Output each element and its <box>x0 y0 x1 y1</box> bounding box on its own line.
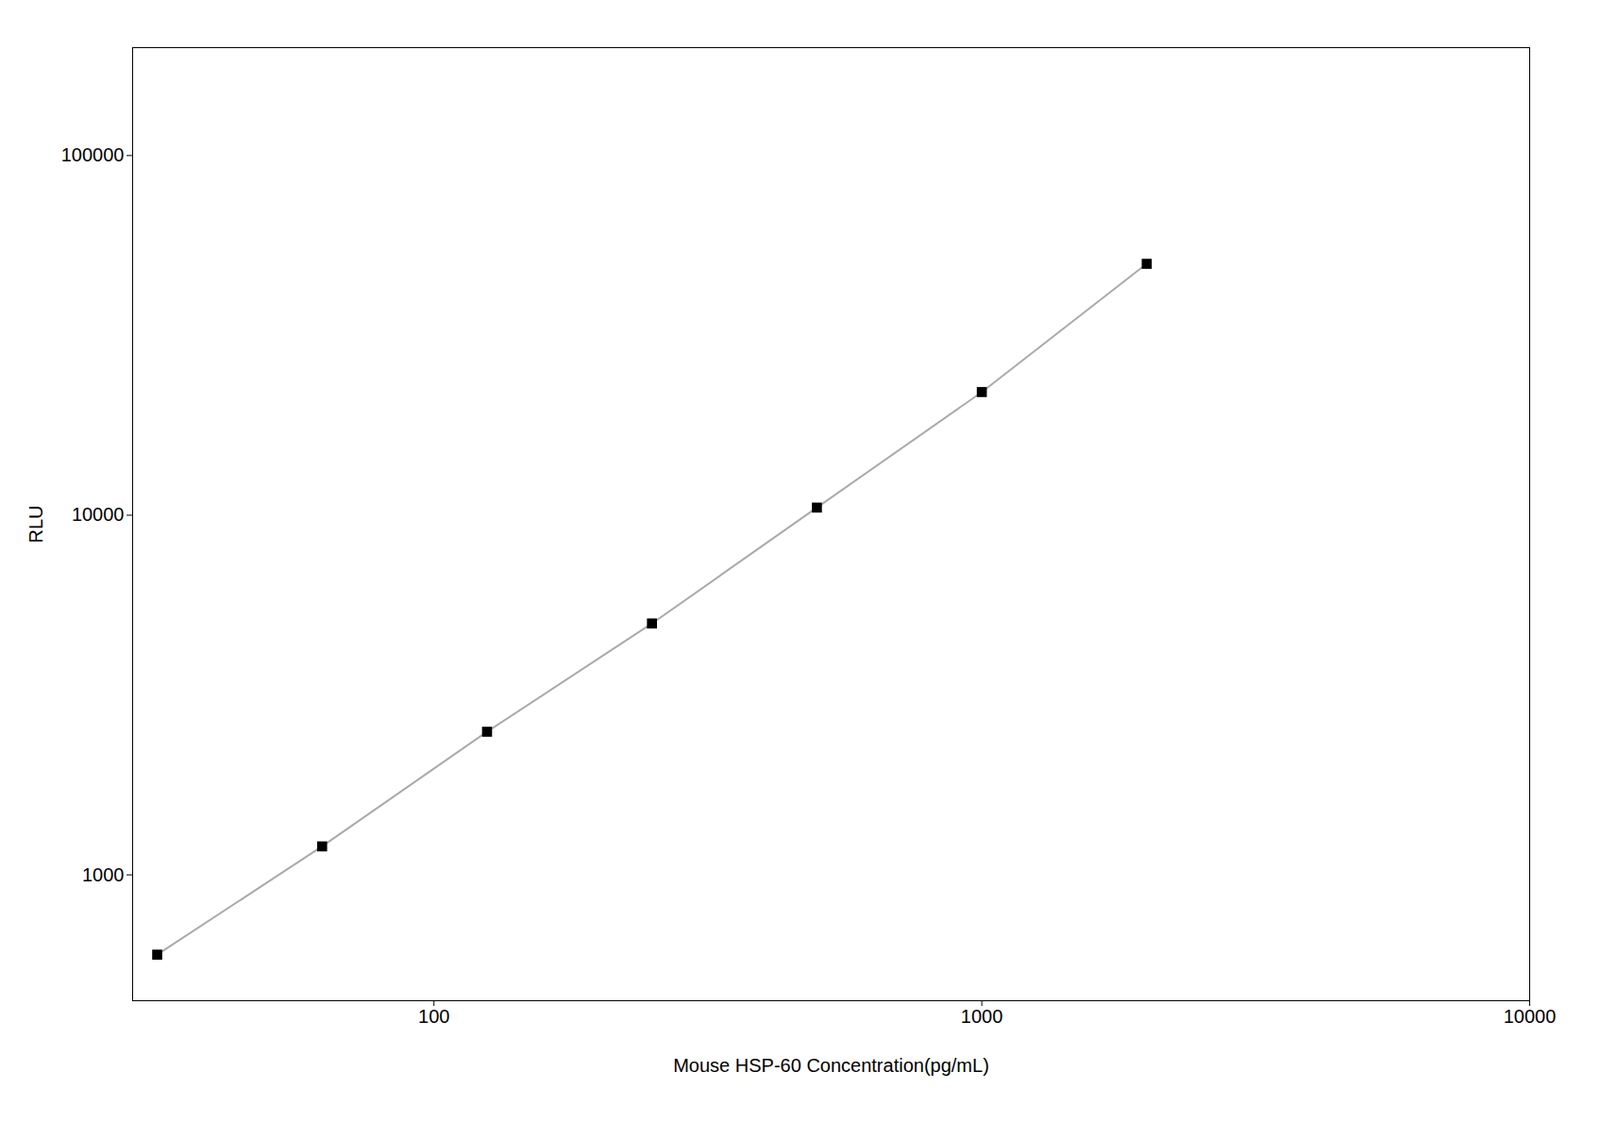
svg-text:10000: 10000 <box>71 504 125 525</box>
svg-text:100000: 100000 <box>61 144 125 166</box>
svg-text:100: 100 <box>418 1006 450 1028</box>
svg-text:10000: 10000 <box>1503 1006 1557 1028</box>
svg-text:RLU: RLU <box>25 505 47 543</box>
svg-text:1000: 1000 <box>960 1006 1004 1028</box>
svg-text:1000: 1000 <box>82 864 125 886</box>
svg-text:Mouse HSP-60 Concentration(pg/: Mouse HSP-60 Concentration(pg/mL) <box>673 1055 990 1077</box>
